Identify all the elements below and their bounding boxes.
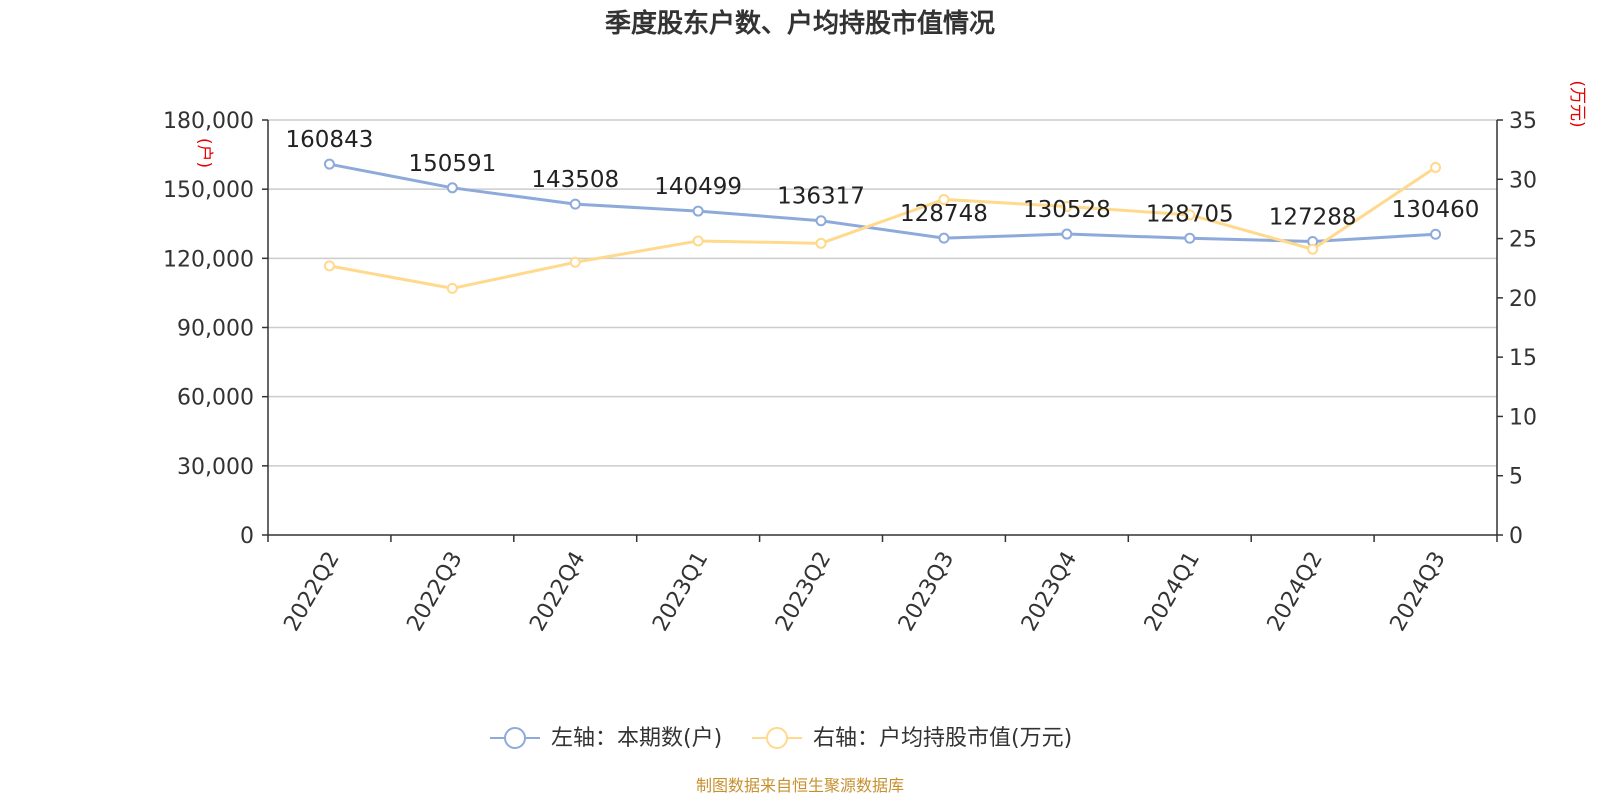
- chart-title: 季度股东户数、户均持股市值情况: [605, 8, 995, 39]
- series-line-avg-value: [329, 166, 1437, 290]
- data-label: 128705: [1146, 201, 1234, 227]
- data-label: 130460: [1392, 197, 1480, 223]
- data-labels: 160843 150591 143508 140499 136317 128748 1305…: [286, 127, 1480, 230]
- right-axis-tick-label: 10: [1509, 405, 1537, 430]
- data-point-avg-value: [446, 282, 458, 294]
- x-axis-label: 2024Q3: [1386, 548, 1451, 636]
- data-point-avg-value: [1430, 161, 1442, 173]
- data-label: 127288: [1269, 205, 1357, 231]
- series-line-holders: [329, 162, 1436, 244]
- data-point-holders: [938, 232, 950, 244]
- left-axis-tick-label: 30,000: [177, 455, 254, 480]
- data-point-avg-value: [323, 260, 335, 272]
- x-axis-label: 2022Q2: [279, 548, 344, 636]
- data-point-holders: [1184, 232, 1196, 244]
- data-point-holders: [446, 182, 458, 194]
- data-label: 130528: [1023, 197, 1111, 223]
- legend-item-holders[interactable]: 左轴：本期数(户): [490, 726, 722, 751]
- legend-label-avg-value: 右轴：户均持股市值(万元): [813, 726, 1072, 751]
- left-axis-tick-label: 60,000: [177, 386, 254, 411]
- legend-marker-holders: [504, 727, 526, 749]
- legend-marker-avg-value: [766, 727, 788, 749]
- x-axis-label: 2023Q2: [771, 548, 836, 636]
- data-point-holders: [1430, 228, 1442, 240]
- x-axis-label: 2023Q1: [648, 548, 713, 636]
- left-axis-tick-label: 0: [240, 524, 254, 549]
- left-axis-tick-label: 150,000: [163, 178, 254, 203]
- data-point-avg-value: [1307, 243, 1319, 255]
- left-axis-tick-label: 180,000: [163, 109, 254, 134]
- legend-item-avg-value[interactable]: 右轴：户均持股市值(万元): [752, 726, 1072, 751]
- data-point-holders: [692, 205, 704, 217]
- series-layer: [323, 158, 1442, 294]
- data-point-avg-value: [692, 235, 704, 247]
- data-point-holders: [323, 158, 335, 170]
- source-note: 制图数据来自恒生聚源数据库: [696, 776, 904, 795]
- data-label: 128748: [900, 201, 988, 227]
- right-axis-tick-label: 0: [1509, 524, 1523, 549]
- x-axis-label: 2023Q3: [894, 547, 959, 635]
- data-point-holders: [569, 198, 581, 210]
- data-label: 136317: [777, 184, 865, 210]
- x-axis-label: 2024Q2: [1263, 548, 1328, 636]
- data-label: 150591: [408, 151, 496, 177]
- x-axis-label: 2024Q1: [1140, 548, 1205, 636]
- right-axis-tick-label: 35: [1509, 109, 1537, 134]
- data-label: 140499: [654, 174, 742, 200]
- data-point-avg-value: [815, 237, 827, 249]
- right-axis-tick-label: 30: [1509, 168, 1537, 193]
- x-axis-label: 2023Q4: [1017, 548, 1082, 636]
- data-point-holders: [1061, 228, 1073, 240]
- data-point-holders: [815, 215, 827, 227]
- legend[interactable]: 左轴：本期数(户) 右轴：户均持股市值(万元): [490, 726, 1072, 751]
- data-point-avg-value: [938, 193, 950, 205]
- right-axis-unit: (万元): [1567, 80, 1587, 127]
- data-point-avg-value: [1061, 201, 1073, 213]
- data-point-avg-value: [569, 256, 581, 268]
- right-axis-tick-label: 15: [1509, 346, 1537, 371]
- right-axis-tick-label: 20: [1509, 287, 1537, 312]
- x-axis-label: 2022Q4: [525, 548, 590, 636]
- x-axis-label: 2022Q3: [402, 548, 467, 636]
- left-axis-tick-label: 90,000: [177, 317, 254, 342]
- right-axis-tick-label: 5: [1509, 465, 1523, 490]
- data-label: 160843: [286, 127, 374, 153]
- left-axis-tick-label: 120,000: [163, 247, 254, 272]
- data-label: 143508: [531, 167, 619, 193]
- legend-label-holders: 左轴：本期数(户): [551, 726, 722, 751]
- data-point-avg-value: [1184, 209, 1196, 221]
- left-axis-unit: (户): [194, 138, 214, 168]
- right-axis-tick-label: 25: [1509, 228, 1537, 253]
